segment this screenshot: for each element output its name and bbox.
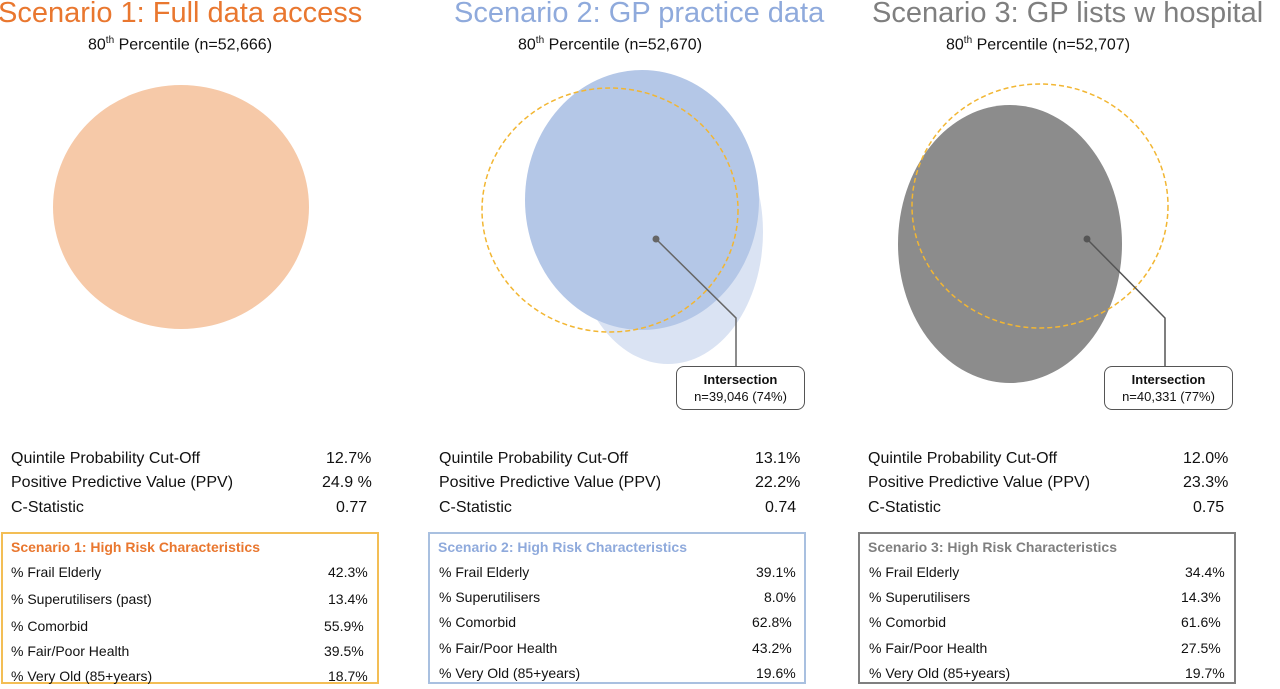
risk-value: 62.8% xyxy=(752,614,792,630)
metric-label: Positive Predictive Value (PPV) xyxy=(11,474,234,491)
gp-practice-set xyxy=(525,70,759,330)
intersection-label-box: Intersection n=39,046 (74%) xyxy=(676,366,805,410)
metric-value: 0.77 xyxy=(336,499,368,516)
full-data-reference-outline xyxy=(481,87,739,333)
scenario-3-venn xyxy=(898,83,1169,383)
metric-value: 12.7% xyxy=(326,450,372,467)
intersection-heading: Intersection xyxy=(1131,372,1206,387)
risk-label: % Superutilisers xyxy=(869,589,971,605)
metric-label: Positive Predictive Value (PPV) xyxy=(868,474,1091,491)
full-data-reference-outline xyxy=(911,83,1169,329)
metric-value: 13.1% xyxy=(755,450,801,467)
risk-title: Scenario 2: High Risk Characteristics xyxy=(438,539,687,555)
risk-value: 42.3% xyxy=(328,564,368,580)
scenario-1-venn xyxy=(53,85,309,329)
scenario-2-subtitle: 80th Percentile (n=52,670) xyxy=(518,35,703,54)
metric-label: Quintile Probability Cut-Off xyxy=(868,450,1058,467)
scenario-3-subtitle: 80th Percentile (n=52,707) xyxy=(946,35,1131,54)
risk-value: 55.9% xyxy=(324,618,364,634)
scenario-1-title: Scenario 1: Full data access xyxy=(0,0,363,29)
risk-label: % Comorbid xyxy=(869,614,947,630)
risk-label: % Superutilisers xyxy=(439,589,541,605)
scenario-3-title: Scenario 3: GP lists w hospital xyxy=(872,0,1264,29)
risk-title: Scenario 1: High Risk Characteristics xyxy=(11,539,260,555)
risk-value: 8.0% xyxy=(764,589,796,605)
scenario-2-risk-box: Scenario 2: High Risk Characteristics % … xyxy=(428,532,806,684)
scenario-3-risk-box: Scenario 3: High Risk Characteristics % … xyxy=(858,532,1236,684)
risk-value: 39.1% xyxy=(756,564,796,580)
metric-label: C-Statistic xyxy=(868,499,941,516)
risk-value: 39.5% xyxy=(324,643,364,659)
scenario-1-risk-box: Scenario 1: High Risk Characteristics % … xyxy=(1,532,379,684)
intersection-label-box: Intersection n=40,331 (77%) xyxy=(1104,366,1233,410)
risk-label: % Comorbid xyxy=(439,614,517,630)
intersection-value: n=40,331 (77%) xyxy=(1122,389,1215,404)
metric-value: 24.9 % xyxy=(322,474,372,491)
scenario-1-subtitle: 80th Percentile (n=52,666) xyxy=(88,35,273,54)
risk-value: 18.7% xyxy=(328,668,368,684)
risk-label: % Superutilisers (past) xyxy=(11,591,152,607)
metric-value: 0.74 xyxy=(765,499,797,516)
scenario-2-panel: Scenario 2: GP practice data 80th Percen… xyxy=(428,0,848,689)
risk-label: % Frail Elderly xyxy=(11,564,102,580)
risk-title: Scenario 3: High Risk Characteristics xyxy=(868,539,1117,555)
risk-value: 61.6% xyxy=(1181,614,1221,630)
gp-hospital-set xyxy=(898,105,1122,383)
metric-value: 0.75 xyxy=(1193,499,1225,516)
metric-label: C-Statistic xyxy=(11,499,84,516)
risk-label: % Frail Elderly xyxy=(439,564,530,580)
scenario-2-venn xyxy=(481,70,763,368)
metric-label: Positive Predictive Value (PPV) xyxy=(439,474,662,491)
metric-value: 12.0% xyxy=(1183,450,1229,467)
risk-value: 34.4% xyxy=(1185,564,1225,580)
intersection-value: n=39,046 (74%) xyxy=(694,389,787,404)
scenario-1-circle xyxy=(53,85,309,329)
risk-label: % Fair/Poor Health xyxy=(11,643,130,659)
risk-value: 43.2% xyxy=(752,640,792,656)
risk-value: 14.3% xyxy=(1181,589,1221,605)
intersection-leader-line xyxy=(655,238,737,368)
scenario-2-title: Scenario 2: GP practice data xyxy=(454,0,825,29)
metric-label: Quintile Probability Cut-Off xyxy=(439,450,629,467)
risk-value: 19.7% xyxy=(1185,665,1225,681)
metric-label: C-Statistic xyxy=(439,499,512,516)
scenario-1-panel: Scenario 1: Full data access 80th Percen… xyxy=(0,0,420,689)
risk-value: 27.5% xyxy=(1181,640,1221,656)
scenario-3-panel: Scenario 3: GP lists w hospital 80th Per… xyxy=(857,0,1280,689)
intersection-heading: Intersection xyxy=(703,372,778,387)
risk-label: % Fair/Poor Health xyxy=(869,640,988,656)
risk-value: 19.6% xyxy=(756,665,796,681)
risk-label: % Very Old (85+years) xyxy=(869,665,1011,681)
risk-label: % Fair/Poor Health xyxy=(439,640,558,656)
metric-label: Quintile Probability Cut-Off xyxy=(11,450,201,467)
risk-label: % Very Old (85+years) xyxy=(439,665,581,681)
risk-label: % Comorbid xyxy=(11,618,89,634)
metric-value: 23.3% xyxy=(1183,474,1229,491)
risk-label: % Frail Elderly xyxy=(869,564,960,580)
risk-label: % Very Old (85+years) xyxy=(11,668,153,684)
intersection-leader-line xyxy=(1086,238,1166,368)
risk-value: 13.4% xyxy=(328,591,368,607)
metric-value: 22.2% xyxy=(755,474,801,491)
